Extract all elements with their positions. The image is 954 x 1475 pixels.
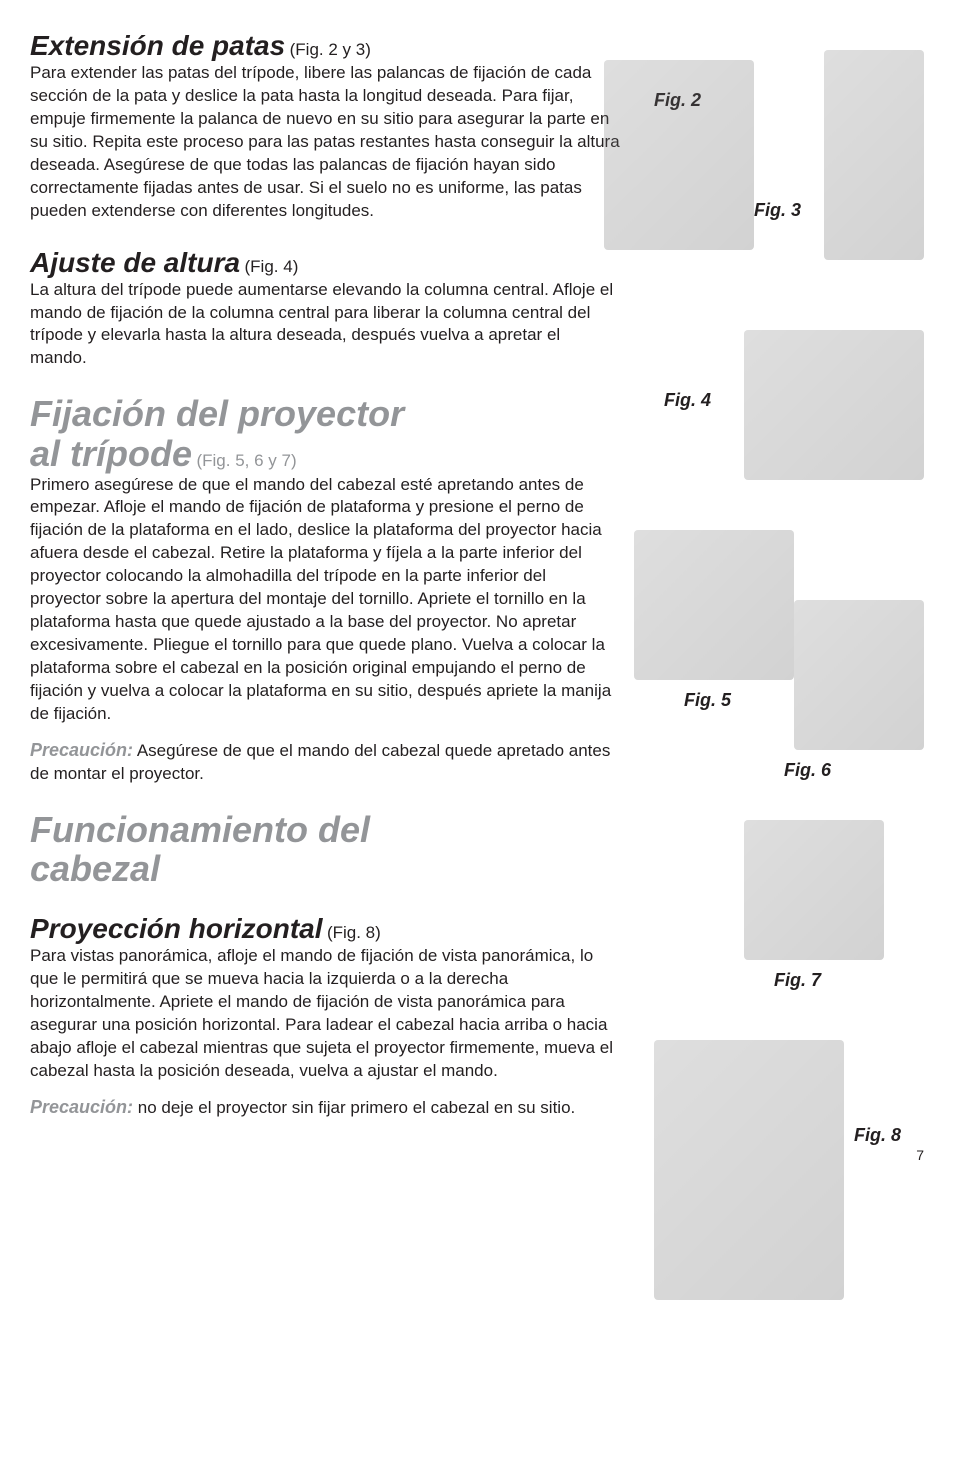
fig5-label: Fig. 5 (684, 690, 731, 711)
proyeccion-heading: Proyección horizontal (30, 913, 323, 944)
heading-row: Extensión de patas (Fig. 2 y 3) (30, 30, 620, 62)
funcionamiento-heading-line2: cabezal (30, 849, 620, 889)
fig6-image (794, 600, 924, 750)
fig4-label: Fig. 4 (664, 390, 711, 411)
fijacion-body: Primero asegúrese de que el mando del ca… (30, 474, 620, 726)
fig2-image (604, 60, 754, 250)
proyeccion-body: Para vistas panorámica, afloje el mando … (30, 945, 620, 1083)
precaution-label-2: Precaución: (30, 1097, 133, 1117)
proyeccion-ref: (Fig. 8) (327, 923, 381, 942)
ajuste-body: La altura del trípode puede aumentarse e… (30, 279, 620, 371)
fig8-image (654, 1040, 844, 1300)
section-extension: Extensión de patas (Fig. 2 y 3) Para ext… (30, 30, 620, 223)
fig3-image (824, 50, 924, 260)
fijacion-heading-line1: Fijación del proyector (30, 394, 620, 434)
section-ajuste: Ajuste de altura (Fig. 4) La altura del … (30, 247, 620, 371)
extension-body-bold: palancas de fijación (377, 63, 526, 82)
page-number: 7 (916, 1147, 924, 1163)
fig6-label: Fig. 6 (784, 760, 831, 781)
funcionamiento-heading-line1: Funcionamiento del (30, 810, 620, 850)
main-content: Extensión de patas (Fig. 2 y 3) Para ext… (30, 30, 620, 1119)
heading-row: Ajuste de altura (Fig. 4) (30, 247, 620, 279)
fig3-label: Fig. 3 (754, 200, 801, 221)
extension-ref: (Fig. 2 y 3) (290, 40, 371, 59)
fijacion-heading-line2: al trípode (30, 433, 192, 474)
fijacion-precaution: Precaución: Asegúrese de que el mando de… (30, 738, 620, 786)
heading-row: Proyección horizontal (Fig. 8) (30, 913, 620, 945)
ajuste-ref: (Fig. 4) (245, 257, 299, 276)
precaution-text-2: no deje el proyector sin fijar primero e… (133, 1098, 575, 1117)
extension-body-post: de cada sección de la pata y deslice la … (30, 63, 620, 220)
precaution-label: Precaución: (30, 740, 133, 760)
proyeccion-precaution: Precaución: no deje el proyector sin fij… (30, 1095, 620, 1120)
section-proyeccion: Proyección horizontal (Fig. 8) Para vist… (30, 913, 620, 1120)
section-funcionamiento: Funcionamiento del cabezal (30, 810, 620, 889)
fig4-image (744, 330, 924, 480)
heading-row: Fijación del proyector al trípode (Fig. … (30, 394, 620, 473)
extension-body-pre: Para extender las patas del trípode, lib… (30, 63, 377, 82)
extension-heading: Extensión de patas (30, 30, 285, 61)
fijacion-ref: (Fig. 5, 6 y 7) (196, 451, 296, 470)
extension-body: Para extender las patas del trípode, lib… (30, 62, 620, 223)
fig8-label: Fig. 8 (854, 1125, 901, 1146)
ajuste-heading: Ajuste de altura (30, 247, 240, 278)
section-fijacion: Fijación del proyector al trípode (Fig. … (30, 394, 620, 785)
fig7-label: Fig. 7 (774, 970, 821, 991)
fig5-image (634, 530, 794, 680)
fig7-image (744, 820, 884, 960)
